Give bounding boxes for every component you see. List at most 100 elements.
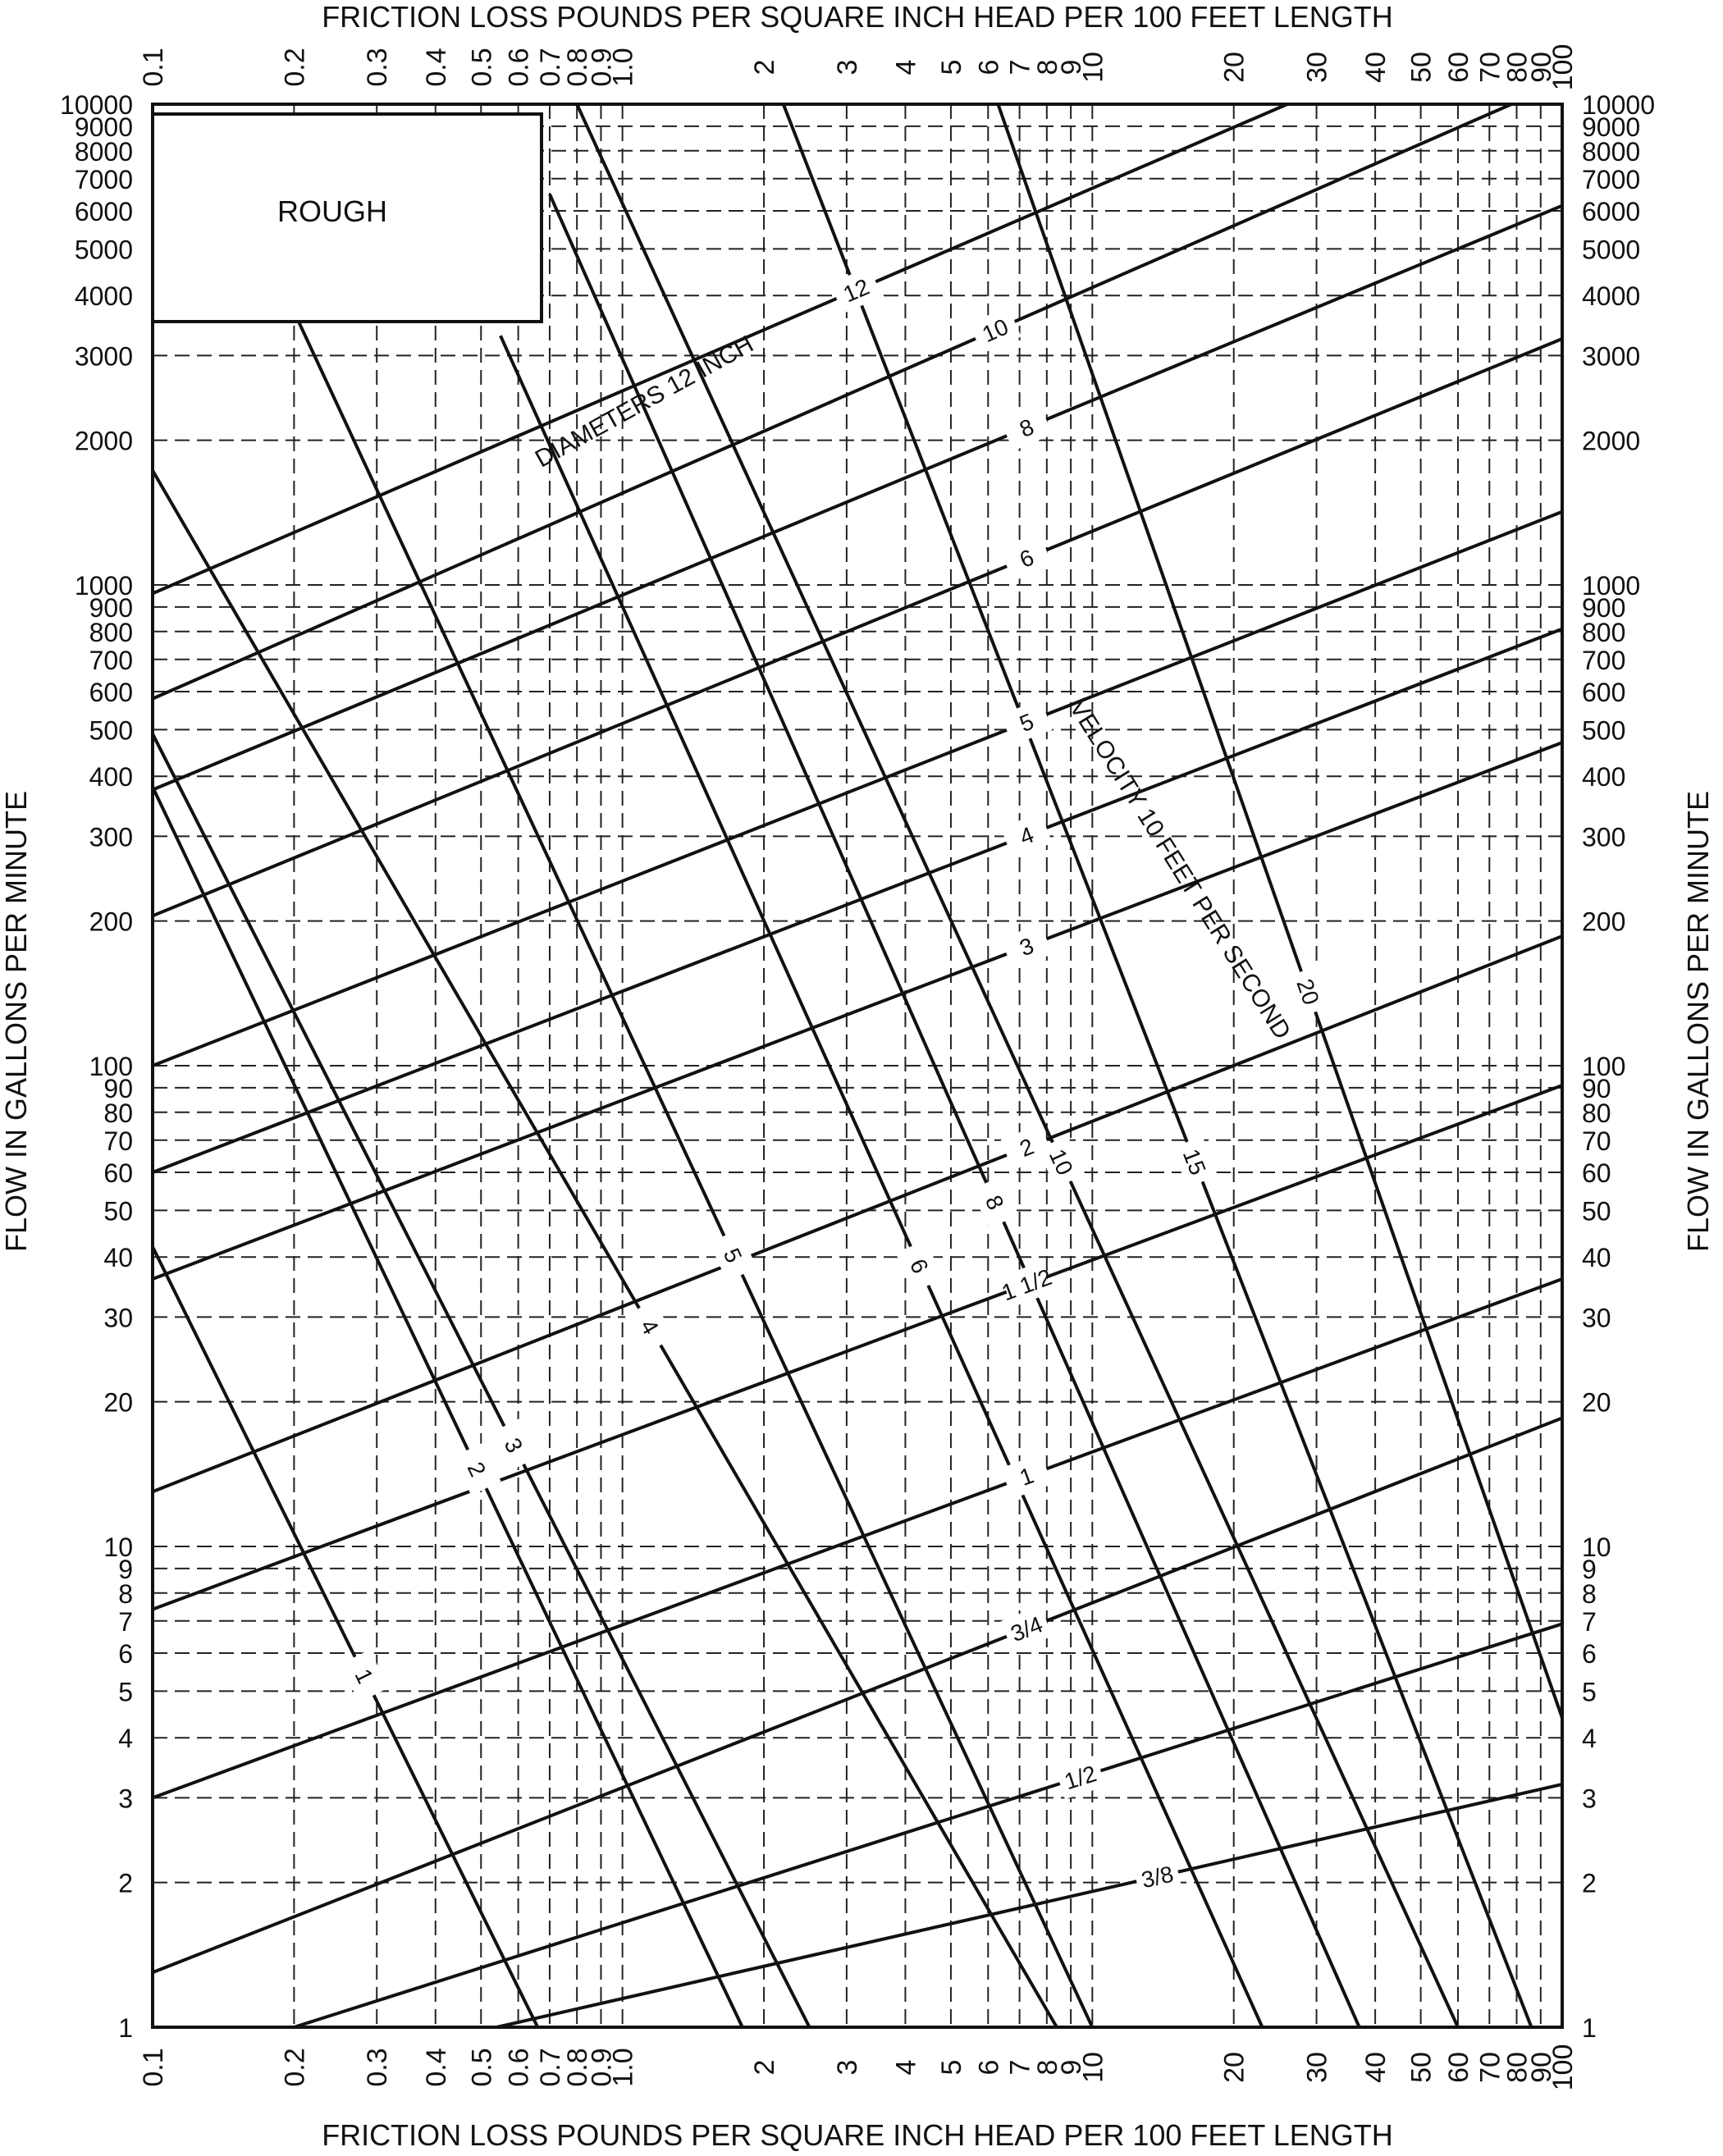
y-tick-label-left: 20 <box>103 1388 133 1418</box>
y-tick-label-left: 800 <box>89 618 133 647</box>
velocity-line <box>781 103 1533 2028</box>
diameter-line-label-backing <box>1000 1606 1053 1652</box>
x-tick-label-bottom: 50 <box>1406 2052 1437 2083</box>
y-tick-label-left: 8000 <box>75 137 133 167</box>
x-tick-label-top: 90 <box>1526 52 1557 83</box>
x-tick-label-top: 5 <box>936 60 967 75</box>
diameter-line <box>152 103 1288 596</box>
x-tick-label-top: 4 <box>890 60 921 75</box>
y-tick-label-left: 5 <box>118 1677 133 1706</box>
y-tick-label-right: 9000 <box>1582 112 1640 142</box>
x-tick-label-top: 0.7 <box>535 48 566 86</box>
y-tick-label-left: 900 <box>89 593 133 623</box>
velocity-line <box>292 311 1095 2028</box>
y-tick-label-left: 1 <box>118 2013 133 2043</box>
velocity-line-label-backing <box>1037 1135 1085 1189</box>
x-tick-label-bottom: 9 <box>1056 2060 1087 2076</box>
y-tick-label-right: 600 <box>1582 678 1625 707</box>
x-tick-label-top: 10 <box>1077 52 1108 83</box>
x-tick-label-bottom: 20 <box>1219 2052 1250 2083</box>
x-tick-label-top: 20 <box>1219 52 1250 83</box>
x-tick-label-top: 0.3 <box>362 48 393 86</box>
velocity-line-label-backing <box>340 1649 389 1703</box>
y-tick-label-right: 3000 <box>1582 341 1640 371</box>
y-tick-label-right: 40 <box>1582 1243 1611 1272</box>
x-tick-label-top: 0.9 <box>586 48 617 86</box>
x-tick-label-bottom: 5 <box>936 2060 967 2076</box>
y-tick-label-right: 100 <box>1582 1052 1625 1081</box>
y-tick-label-left: 70 <box>103 1126 133 1156</box>
diameter-line-label-backing <box>1000 923 1053 970</box>
velocity-line-label-backing <box>971 1176 1019 1229</box>
y-tick-label-right: 7000 <box>1582 165 1640 194</box>
y-tick-label-left: 60 <box>103 1158 133 1188</box>
y-tick-label-right: 4 <box>1582 1724 1597 1753</box>
velocity-line <box>996 103 1564 1719</box>
velocity-line <box>151 469 1058 2029</box>
x-tick-label-bottom: 0.7 <box>535 2048 566 2086</box>
velocity-line-label-backing <box>453 1442 501 1496</box>
x-tick-label-bottom: 0.5 <box>466 2048 497 2086</box>
y-tick-label-left: 10 <box>103 1532 133 1562</box>
x-tick-label-top: 0.4 <box>421 48 452 86</box>
diameter-line-label-backing <box>1000 1124 1053 1171</box>
y-tick-label-left: 2 <box>118 1869 133 1898</box>
y-tick-label-right: 300 <box>1582 822 1625 852</box>
diameter-line <box>293 1622 1563 2029</box>
diameter-line <box>152 627 1563 1174</box>
y-tick-label-left: 500 <box>89 715 133 745</box>
y-tick-label-right: 30 <box>1582 1303 1611 1332</box>
tick-labels: 0.10.10.20.20.30.30.40.40.50.50.60.60.70… <box>60 44 1655 2091</box>
velocity-line <box>499 335 1264 2028</box>
x-tick-label-top: 2 <box>749 60 780 75</box>
x-tick-label-bottom: 60 <box>1443 2052 1474 2083</box>
y-tick-label-left: 5000 <box>75 235 133 264</box>
x-tick-label-bottom: 100 <box>1547 2044 1579 2091</box>
y-tick-label-left: 200 <box>89 907 133 937</box>
y-tick-label-right: 4000 <box>1582 281 1640 311</box>
x-tick-label-bottom: 0.9 <box>586 2048 617 2086</box>
x-tick-label-bottom: 30 <box>1302 2052 1333 2083</box>
diameter-line-label-backing <box>1000 699 1053 746</box>
velocity-line-label-backing <box>709 1229 757 1282</box>
velocity-line <box>575 103 1460 2028</box>
y-tick-label-left: 3000 <box>75 341 133 371</box>
diameter-line <box>152 1277 1563 1800</box>
y-tick-label-left: 100 <box>89 1052 133 1081</box>
y-tick-label-left: 4 <box>118 1724 133 1753</box>
velocity-line-label-backing <box>624 1300 675 1354</box>
x-tick-label-bottom: 6 <box>973 2060 1004 2076</box>
y-tick-label-left: 4000 <box>75 281 133 311</box>
y-tick-label-left: 3 <box>118 1784 133 1813</box>
y-tick-label-right: 6 <box>1582 1639 1597 1669</box>
y-tick-label-right: 90 <box>1582 1074 1611 1103</box>
y-tick-label-right: 8 <box>1582 1579 1597 1609</box>
x-tick-label-top: 30 <box>1302 52 1333 83</box>
y-tick-label-left: 90 <box>103 1074 133 1103</box>
y-tick-label-left: 7000 <box>75 165 133 194</box>
x-tick-label-top: 6 <box>973 60 1004 75</box>
y-tick-label-right: 1 <box>1582 2013 1597 2043</box>
y-tick-label-left: 80 <box>103 1099 133 1128</box>
x-tick-label-bottom: 80 <box>1502 2052 1533 2083</box>
diameter-line-label-backing <box>1000 812 1053 859</box>
x-tick-label-top: 0.2 <box>279 48 310 86</box>
diameter-line-label-backing <box>1000 1453 1053 1500</box>
x-tick-label-bottom: 90 <box>1526 2052 1557 2083</box>
velocity-line-label-backing <box>895 1240 944 1293</box>
velocity-line-label-backing <box>1172 1135 1218 1188</box>
diameter-line <box>152 741 1563 1281</box>
diameter-line <box>496 1783 1563 2029</box>
y-tick-label-right: 10000 <box>1582 90 1655 120</box>
velocity-line <box>151 786 744 2028</box>
y-tick-label-right: 2000 <box>1582 427 1640 456</box>
diameter-line-label-backing <box>1054 1755 1106 1800</box>
y-tick-label-left: 700 <box>89 646 133 675</box>
velocity-line <box>151 733 811 2028</box>
diameter-line <box>152 1084 1563 1611</box>
velocity-lines <box>151 103 1564 2029</box>
y-tick-label-right: 20 <box>1582 1388 1611 1418</box>
velocity-line <box>548 193 1361 2028</box>
x-tick-label-top: 0.5 <box>466 48 497 86</box>
